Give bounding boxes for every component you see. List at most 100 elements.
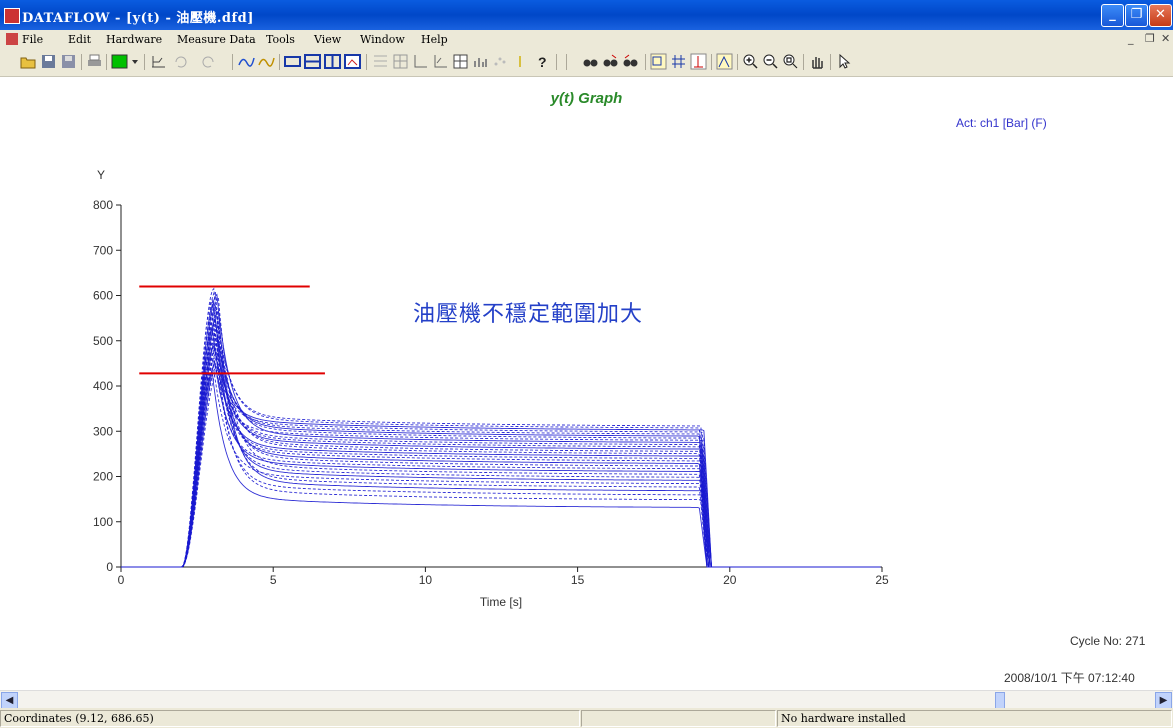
menu-hardware[interactable]: Hardware bbox=[106, 33, 163, 46]
active-channel-label: Act: ch1 [Bar] (F) bbox=[956, 116, 1047, 130]
axis-b-icon[interactable] bbox=[432, 53, 449, 70]
save-all-icon[interactable] bbox=[60, 53, 77, 70]
find-prev-icon[interactable] bbox=[622, 53, 639, 70]
x-tick-label: 10 bbox=[419, 573, 433, 587]
series-line bbox=[121, 305, 881, 568]
binoculars-icon[interactable] bbox=[582, 53, 599, 70]
series-line bbox=[121, 371, 881, 568]
x-tick-label: 20 bbox=[723, 573, 737, 587]
chart-annotation: 油壓機不穩定範圍加大 bbox=[413, 302, 644, 327]
menu-view[interactable]: View bbox=[314, 33, 342, 46]
curve-b-icon[interactable] bbox=[258, 53, 275, 70]
menu-tools[interactable]: Tools bbox=[266, 33, 295, 46]
y-axis-label: Y bbox=[97, 168, 106, 182]
svg-text:?: ? bbox=[538, 54, 547, 70]
chart-curves bbox=[121, 287, 881, 568]
status-hardware: No hardware installed bbox=[777, 710, 1172, 727]
cursor-value-icon[interactable] bbox=[690, 53, 707, 70]
minimize-button[interactable]: _ bbox=[1101, 4, 1124, 27]
horizontal-scrollbar[interactable]: ◀ ▶ bbox=[0, 690, 1173, 709]
select-range-icon[interactable] bbox=[650, 53, 667, 70]
grid-a-icon[interactable] bbox=[372, 53, 389, 70]
print-icon[interactable] bbox=[86, 53, 103, 70]
document-icon[interactable] bbox=[6, 33, 18, 45]
y-tick-label: 400 bbox=[93, 379, 113, 393]
zoom-fit-icon[interactable] bbox=[782, 53, 799, 70]
marker-icon[interactable] bbox=[512, 53, 529, 70]
series-line bbox=[121, 310, 881, 568]
series-line bbox=[121, 368, 881, 568]
layout-2-icon[interactable] bbox=[304, 53, 321, 70]
x-axis-label: Time [s] bbox=[480, 595, 522, 609]
undo-icon[interactable] bbox=[172, 53, 189, 70]
series-line bbox=[121, 345, 881, 568]
title-bar: DATAFLOW - [y(t) - 油壓機.dfd] _ ❐ ✕ bbox=[0, 0, 1173, 30]
x-tick-label: 25 bbox=[875, 573, 889, 587]
menu-window[interactable]: Window bbox=[360, 33, 405, 46]
color-swatch-icon[interactable] bbox=[111, 53, 128, 70]
series-line bbox=[121, 296, 881, 568]
x-tick-label: 15 bbox=[571, 573, 585, 587]
peak-icon[interactable] bbox=[716, 53, 733, 70]
curve-a-icon[interactable] bbox=[238, 53, 255, 70]
axis-a-icon[interactable] bbox=[412, 53, 429, 70]
series-line bbox=[121, 322, 881, 568]
zoom-out-icon[interactable] bbox=[762, 53, 779, 70]
hand-icon[interactable] bbox=[808, 53, 825, 70]
zoom-in-icon[interactable] bbox=[742, 53, 759, 70]
picture-icon[interactable] bbox=[344, 53, 361, 70]
y-tick-label: 100 bbox=[93, 515, 113, 529]
series-line bbox=[121, 301, 881, 568]
series-line bbox=[121, 334, 881, 568]
y-tick-label: 200 bbox=[93, 470, 113, 484]
grid-b-icon[interactable] bbox=[392, 53, 409, 70]
menu-file[interactable]: File bbox=[22, 33, 44, 46]
save-icon[interactable] bbox=[40, 53, 57, 70]
mdi-restore-button[interactable]: ❐ bbox=[1145, 32, 1155, 45]
timestamp: 2008/10/1 下午 07:12:40 bbox=[1004, 671, 1135, 685]
crosshair-icon[interactable] bbox=[670, 53, 687, 70]
series-line bbox=[121, 330, 881, 568]
scroll-thumb[interactable] bbox=[995, 692, 1005, 709]
matrix-icon[interactable] bbox=[452, 53, 469, 70]
graph-title: y(t) Graph bbox=[550, 90, 623, 107]
series-line bbox=[121, 354, 881, 568]
status-bar: Coordinates (9.12, 686.65) No hardware i… bbox=[0, 708, 1173, 728]
app-icon[interactable] bbox=[4, 8, 20, 24]
scroll-left-icon[interactable]: ◀ bbox=[1, 692, 18, 709]
open-folder-icon[interactable] bbox=[20, 53, 37, 70]
pointer-icon[interactable] bbox=[836, 53, 853, 70]
y-tick-label: 0 bbox=[106, 560, 113, 574]
help-icon[interactable]: ? bbox=[534, 53, 551, 70]
series-line bbox=[121, 325, 881, 568]
menu-edit[interactable]: Edit bbox=[68, 33, 92, 46]
layout-1-icon[interactable] bbox=[284, 53, 301, 70]
series-line bbox=[121, 348, 881, 568]
close-button[interactable]: ✕ bbox=[1149, 4, 1172, 27]
series-line bbox=[121, 342, 881, 568]
series-line bbox=[121, 316, 881, 568]
measure-icon[interactable] bbox=[150, 53, 167, 70]
layout-3-icon[interactable] bbox=[324, 53, 341, 70]
mdi-close-button[interactable]: ✕ bbox=[1161, 32, 1171, 45]
series-line bbox=[121, 336, 881, 568]
series-line bbox=[121, 339, 881, 568]
dropdown-arrow-icon[interactable] bbox=[130, 53, 140, 70]
toolbar: ? bbox=[0, 48, 1173, 77]
mdi-minimize-button[interactable]: _ bbox=[1128, 32, 1134, 45]
bar-icon[interactable] bbox=[472, 53, 489, 70]
cycle-number: Cycle No: 271 bbox=[1070, 634, 1146, 648]
scroll-right-icon[interactable]: ▶ bbox=[1155, 692, 1172, 709]
window-title: DATAFLOW - [y(t) - 油壓機.dfd] bbox=[22, 11, 254, 26]
redo-icon[interactable] bbox=[200, 53, 217, 70]
menu-help[interactable]: Help bbox=[421, 33, 448, 46]
restore-button[interactable]: ❐ bbox=[1125, 4, 1148, 27]
series-line bbox=[121, 319, 881, 568]
menu-measure-data[interactable]: Measure Data bbox=[177, 33, 256, 46]
find-next-icon[interactable] bbox=[602, 53, 619, 70]
scatter-icon[interactable] bbox=[492, 53, 509, 70]
chart-markers bbox=[139, 285, 325, 375]
series-line bbox=[121, 299, 881, 568]
y-tick-label: 800 bbox=[93, 198, 113, 212]
